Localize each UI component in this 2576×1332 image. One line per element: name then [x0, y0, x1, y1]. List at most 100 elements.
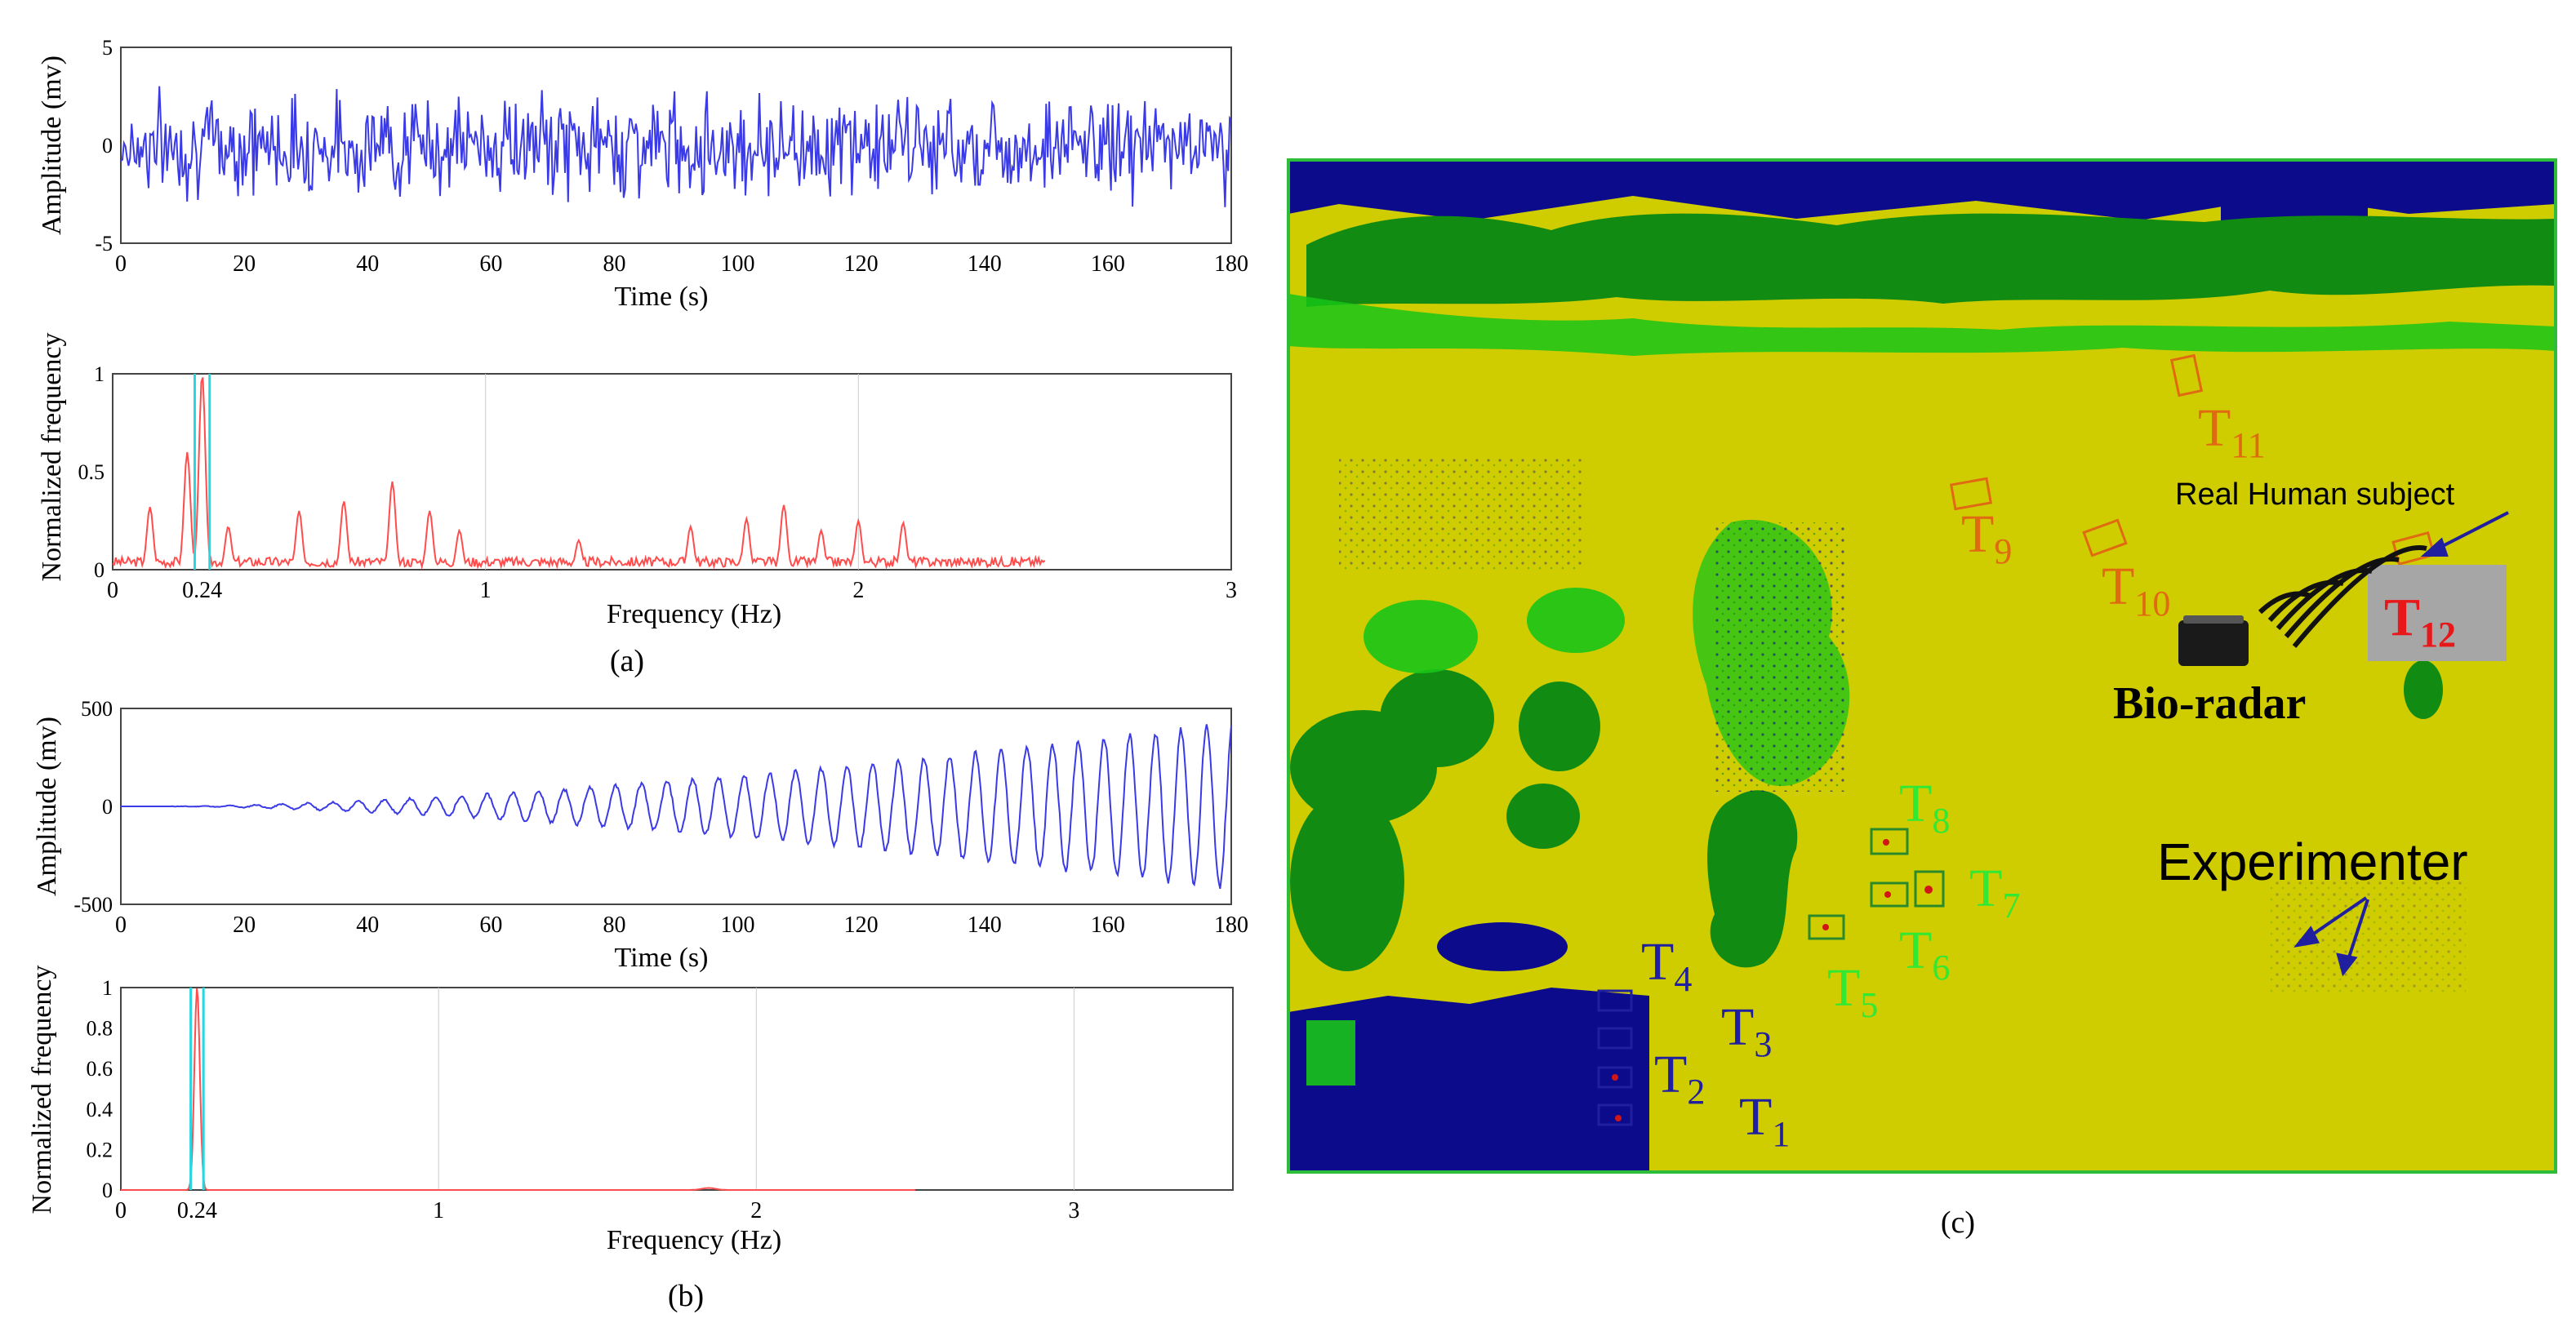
x-tick-label: 160: [1091, 251, 1125, 277]
y-tick-label: 0.4: [87, 1098, 113, 1121]
x-tick-label: 40: [356, 251, 379, 277]
radar-device-top: [2183, 615, 2244, 624]
map-border: [1287, 158, 2557, 1174]
series-line: [112, 377, 1046, 571]
vegetation-region: [2404, 660, 2443, 719]
target-label-t11: T11: [2198, 398, 2266, 465]
radar-wave: [2267, 579, 2344, 623]
y-tick-label: -5: [95, 232, 113, 255]
radar-wave: [2258, 591, 2311, 615]
target-dots: [1612, 839, 1933, 1121]
target-dot: [1822, 924, 1829, 930]
y-tick-labels: 500 0 -500: [73, 697, 113, 917]
x-axis-label: Frequency (Hz): [607, 1225, 781, 1255]
y-tick-labels: 5 0 -5: [95, 36, 113, 255]
y-tick-label: 0.8: [87, 1017, 113, 1041]
plot-frame: [120, 987, 1234, 1191]
radar-waves: [2258, 545, 2427, 648]
target-label-t8: T8: [1899, 774, 1950, 841]
series-line: [120, 86, 1232, 207]
x-tick-label: 3: [1226, 578, 1237, 603]
map-panel: T1 T2 T3 T4 T5 T6 T7 T8 T9 T10 T11 T12 B…: [1287, 158, 2557, 1174]
x-tick-labels: 0 0.24 1 2 3: [107, 578, 1237, 603]
x-tick-label: 140: [968, 912, 1002, 938]
plot-frame: [112, 373, 1232, 571]
water-region: [1437, 922, 1568, 971]
y-tick-label: 1: [102, 976, 113, 1000]
water-region: [1288, 988, 1649, 1172]
y-tick-label: 0: [102, 134, 113, 158]
vegetation-region: [1290, 792, 1404, 971]
target-label-t7: T7: [1969, 859, 2020, 926]
target-dot: [1924, 886, 1933, 894]
target-box-5: [1808, 914, 1845, 940]
target-box-9: [1949, 477, 1993, 511]
x-tick-label: 2: [750, 1198, 762, 1223]
vegetation-region: [1707, 790, 1798, 968]
bio-radar-label: Bio-radar: [2113, 678, 2306, 729]
target-box-6: [1870, 881, 1909, 908]
y-tick-label: 0.5: [78, 460, 105, 484]
x-tick-label: 0.24: [177, 1198, 217, 1223]
series-line: [121, 724, 1232, 890]
arrowhead-icon: [2336, 952, 2358, 977]
target-box-4: [1597, 989, 1633, 1012]
vegetation-region: [1519, 682, 1600, 771]
target-label-t6: T6: [1899, 921, 1950, 988]
x-tick-label: 160: [1091, 912, 1125, 938]
y-axis-label: Normalized frequency: [37, 333, 67, 582]
vegetation-region: [1306, 213, 2556, 307]
light-vegetation-region: [1306, 1020, 1355, 1086]
target-box-7: [1914, 870, 1945, 908]
vegetation-region: [1506, 784, 1580, 849]
x-tick-label: 0: [107, 578, 118, 603]
target-box-10: [2082, 518, 2128, 557]
arrow-experimenter-2: [2345, 899, 2369, 966]
radar-device: [2178, 620, 2249, 666]
x-tick-label: 3: [1068, 1198, 1079, 1223]
panel-label-a: (a): [610, 644, 644, 678]
x-tick-label: 120: [844, 912, 879, 938]
x-axis-label: Time (s): [615, 282, 709, 312]
real-human-subject-label: Real Human subject: [2175, 477, 2455, 512]
y-axis-label: Amplitude (mv): [37, 56, 67, 235]
chart-a-freq: 0 0.24 1 2 3 10.50 Frequency (Hz) Normalized…: [37, 333, 1237, 629]
y-tick-labels: 1 0.8 0.6 0.4 0.2 0: [87, 976, 113, 1202]
vegetation-region: [1364, 600, 1478, 673]
x-tick-label: 80: [603, 251, 625, 277]
x-tick-label: 2: [852, 578, 864, 603]
target-boxes: [1597, 353, 2436, 1126]
speckle-region: [1339, 457, 1584, 571]
chart-a-time: 0 20 40 60 80 100 120 140 160 180 50-5 Time (s) A…: [37, 36, 1248, 312]
target-label-t1: T1: [1739, 1087, 1790, 1154]
x-tick-label: 40: [356, 912, 379, 938]
subject-box: [2368, 565, 2507, 661]
target-box-2: [1597, 1066, 1633, 1089]
x-tick-label: 100: [721, 912, 755, 938]
x-tick-label: 60: [479, 912, 502, 938]
y-axis-label: Amplitude (mv): [32, 717, 62, 896]
target-labels: T1 T2 T3 T4 T5 T6 T7 T8 T9 T10 T11 T12: [1641, 398, 2456, 1154]
experimenter-label: Experimenter: [2157, 832, 2468, 891]
radar-wave: [2276, 567, 2373, 630]
x-tick-label: 1: [480, 578, 492, 603]
y-tick-label: 0: [94, 558, 105, 582]
y-tick-label: 5: [102, 36, 113, 60]
x-tick-label: 20: [233, 251, 256, 277]
map-image: [1288, 160, 2556, 1172]
target-label-t2: T2: [1654, 1045, 1705, 1112]
peak-markers: [193, 374, 211, 570]
target-dot: [1884, 891, 1891, 898]
x-tick-label: 0: [115, 1198, 127, 1223]
chart-b-freq: 0 0.24 1 2 3 1 0.8 0.6 0.4 0.2 0 Frequency (Hz) N…: [27, 966, 1234, 1255]
target-label-t10: T10: [2102, 557, 2170, 624]
vegetation-region: [1527, 588, 1625, 653]
target-label-t9: T9: [1961, 504, 2012, 571]
x-tick-labels: 0 20 40 60 80 100 120 140 160 180: [115, 251, 1248, 277]
target-box-1: [1597, 1103, 1633, 1126]
target-box-11: [2169, 353, 2204, 397]
series-line: [121, 988, 915, 1191]
x-tick-labels: 0 20 40 60 80 100 120 140 160 180: [115, 912, 1248, 938]
